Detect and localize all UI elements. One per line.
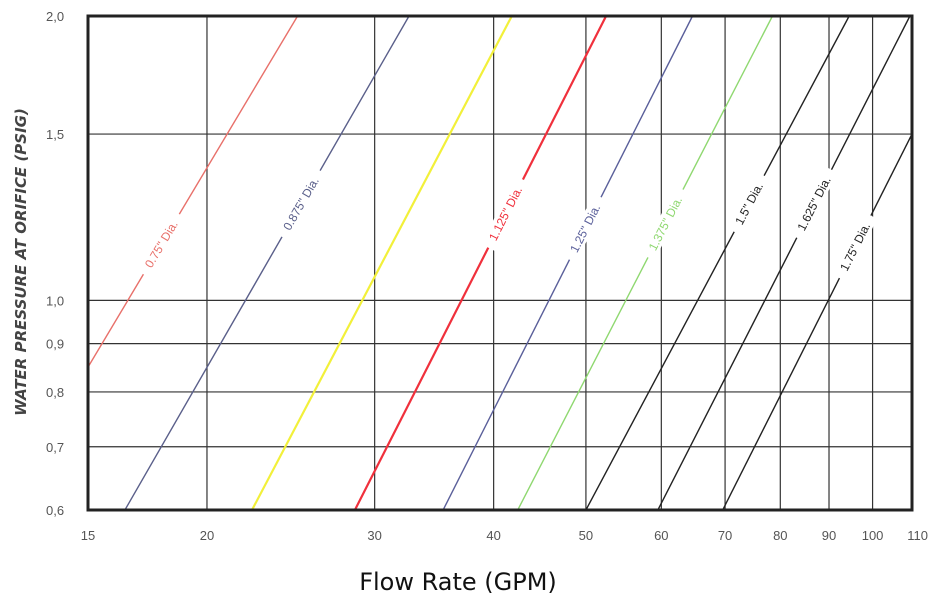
series-label-group: 0.875" Dia. <box>275 166 327 241</box>
series-label-bg <box>562 193 608 263</box>
series-label: 1.75" Dia. <box>837 220 873 273</box>
series-line <box>442 15 694 511</box>
x-axis-label: Flow Rate (GPM) <box>359 568 557 596</box>
series-line <box>722 133 913 511</box>
series-layer <box>87 15 913 511</box>
x-tick-label: 15 <box>81 528 95 543</box>
series-label-group: 1.5" Dia. <box>727 171 771 236</box>
y-tick-label: 0,7 <box>46 440 64 455</box>
series-label-group: 1.25" Dia. <box>562 193 608 263</box>
series-label-bg <box>136 210 186 278</box>
x-tick-label: 30 <box>367 528 381 543</box>
series-line <box>251 15 513 511</box>
series-label-layer: 0.75" Dia. 0.875" Dia. 1.125" Dia. 1.25" Di… <box>136 166 878 282</box>
x-tick-label: 80 <box>773 528 787 543</box>
series-label-group: 1.75" Dia. <box>832 211 878 282</box>
series-label-bg <box>789 166 838 241</box>
series-label-bg <box>481 175 530 251</box>
series-line <box>585 15 850 511</box>
x-tick-label: 20 <box>200 528 214 543</box>
series-label-bg <box>275 166 327 241</box>
series-line <box>353 15 608 511</box>
y-tick-label: 1,5 <box>46 127 64 142</box>
series-label: 0.75" Dia. <box>142 218 181 270</box>
y-tick-label: 2,0 <box>46 9 64 24</box>
y-tick-label: 1,0 <box>46 293 64 308</box>
series-label-bg <box>727 171 771 236</box>
series-label: 1.25" Dia. <box>567 202 603 255</box>
plot-frame <box>86 14 914 512</box>
series-label: 0.875" Dia. <box>280 175 322 233</box>
y-tick-label: 0,9 <box>46 337 64 352</box>
series-label-group: 1.375" Dia. <box>640 185 690 261</box>
series-label: 1.5" Dia. <box>732 180 766 227</box>
series-label-group: 1.125" Dia. <box>481 175 530 251</box>
series-label: 1.625" Dia. <box>795 174 834 233</box>
tick-label-layer: 15 20 30 40 50 60 70 80 90 100 110 0,6 0,7 0,8 0,9 1,0 1… <box>46 9 928 543</box>
y-tick-label: 0,6 <box>46 503 64 518</box>
series-label-group: 1.625" Dia. <box>789 166 838 241</box>
y-axis-label: WATER PRESSURE AT ORIFICE (PSIG) <box>12 108 30 416</box>
series-label-bg <box>832 211 878 282</box>
series-label-group: 0.75" Dia. <box>136 210 186 278</box>
series-line <box>124 15 410 511</box>
y-tick-label: 0,8 <box>46 385 64 400</box>
x-tick-label: 50 <box>579 528 593 543</box>
x-tick-label: 60 <box>654 528 668 543</box>
series-line <box>517 15 774 511</box>
grid-layer <box>88 16 912 510</box>
x-tick-label: 100 <box>862 528 884 543</box>
x-tick-label: 70 <box>718 528 732 543</box>
series-label: 1.375" Dia. <box>646 194 685 253</box>
series-line <box>87 15 299 368</box>
series-label: 1.125" Dia. <box>486 184 525 243</box>
series-line <box>657 15 911 511</box>
x-tick-label: 90 <box>822 528 836 543</box>
series-label-bg <box>640 185 690 261</box>
x-tick-label: 40 <box>486 528 500 543</box>
x-tick-label: 110 <box>907 528 928 543</box>
